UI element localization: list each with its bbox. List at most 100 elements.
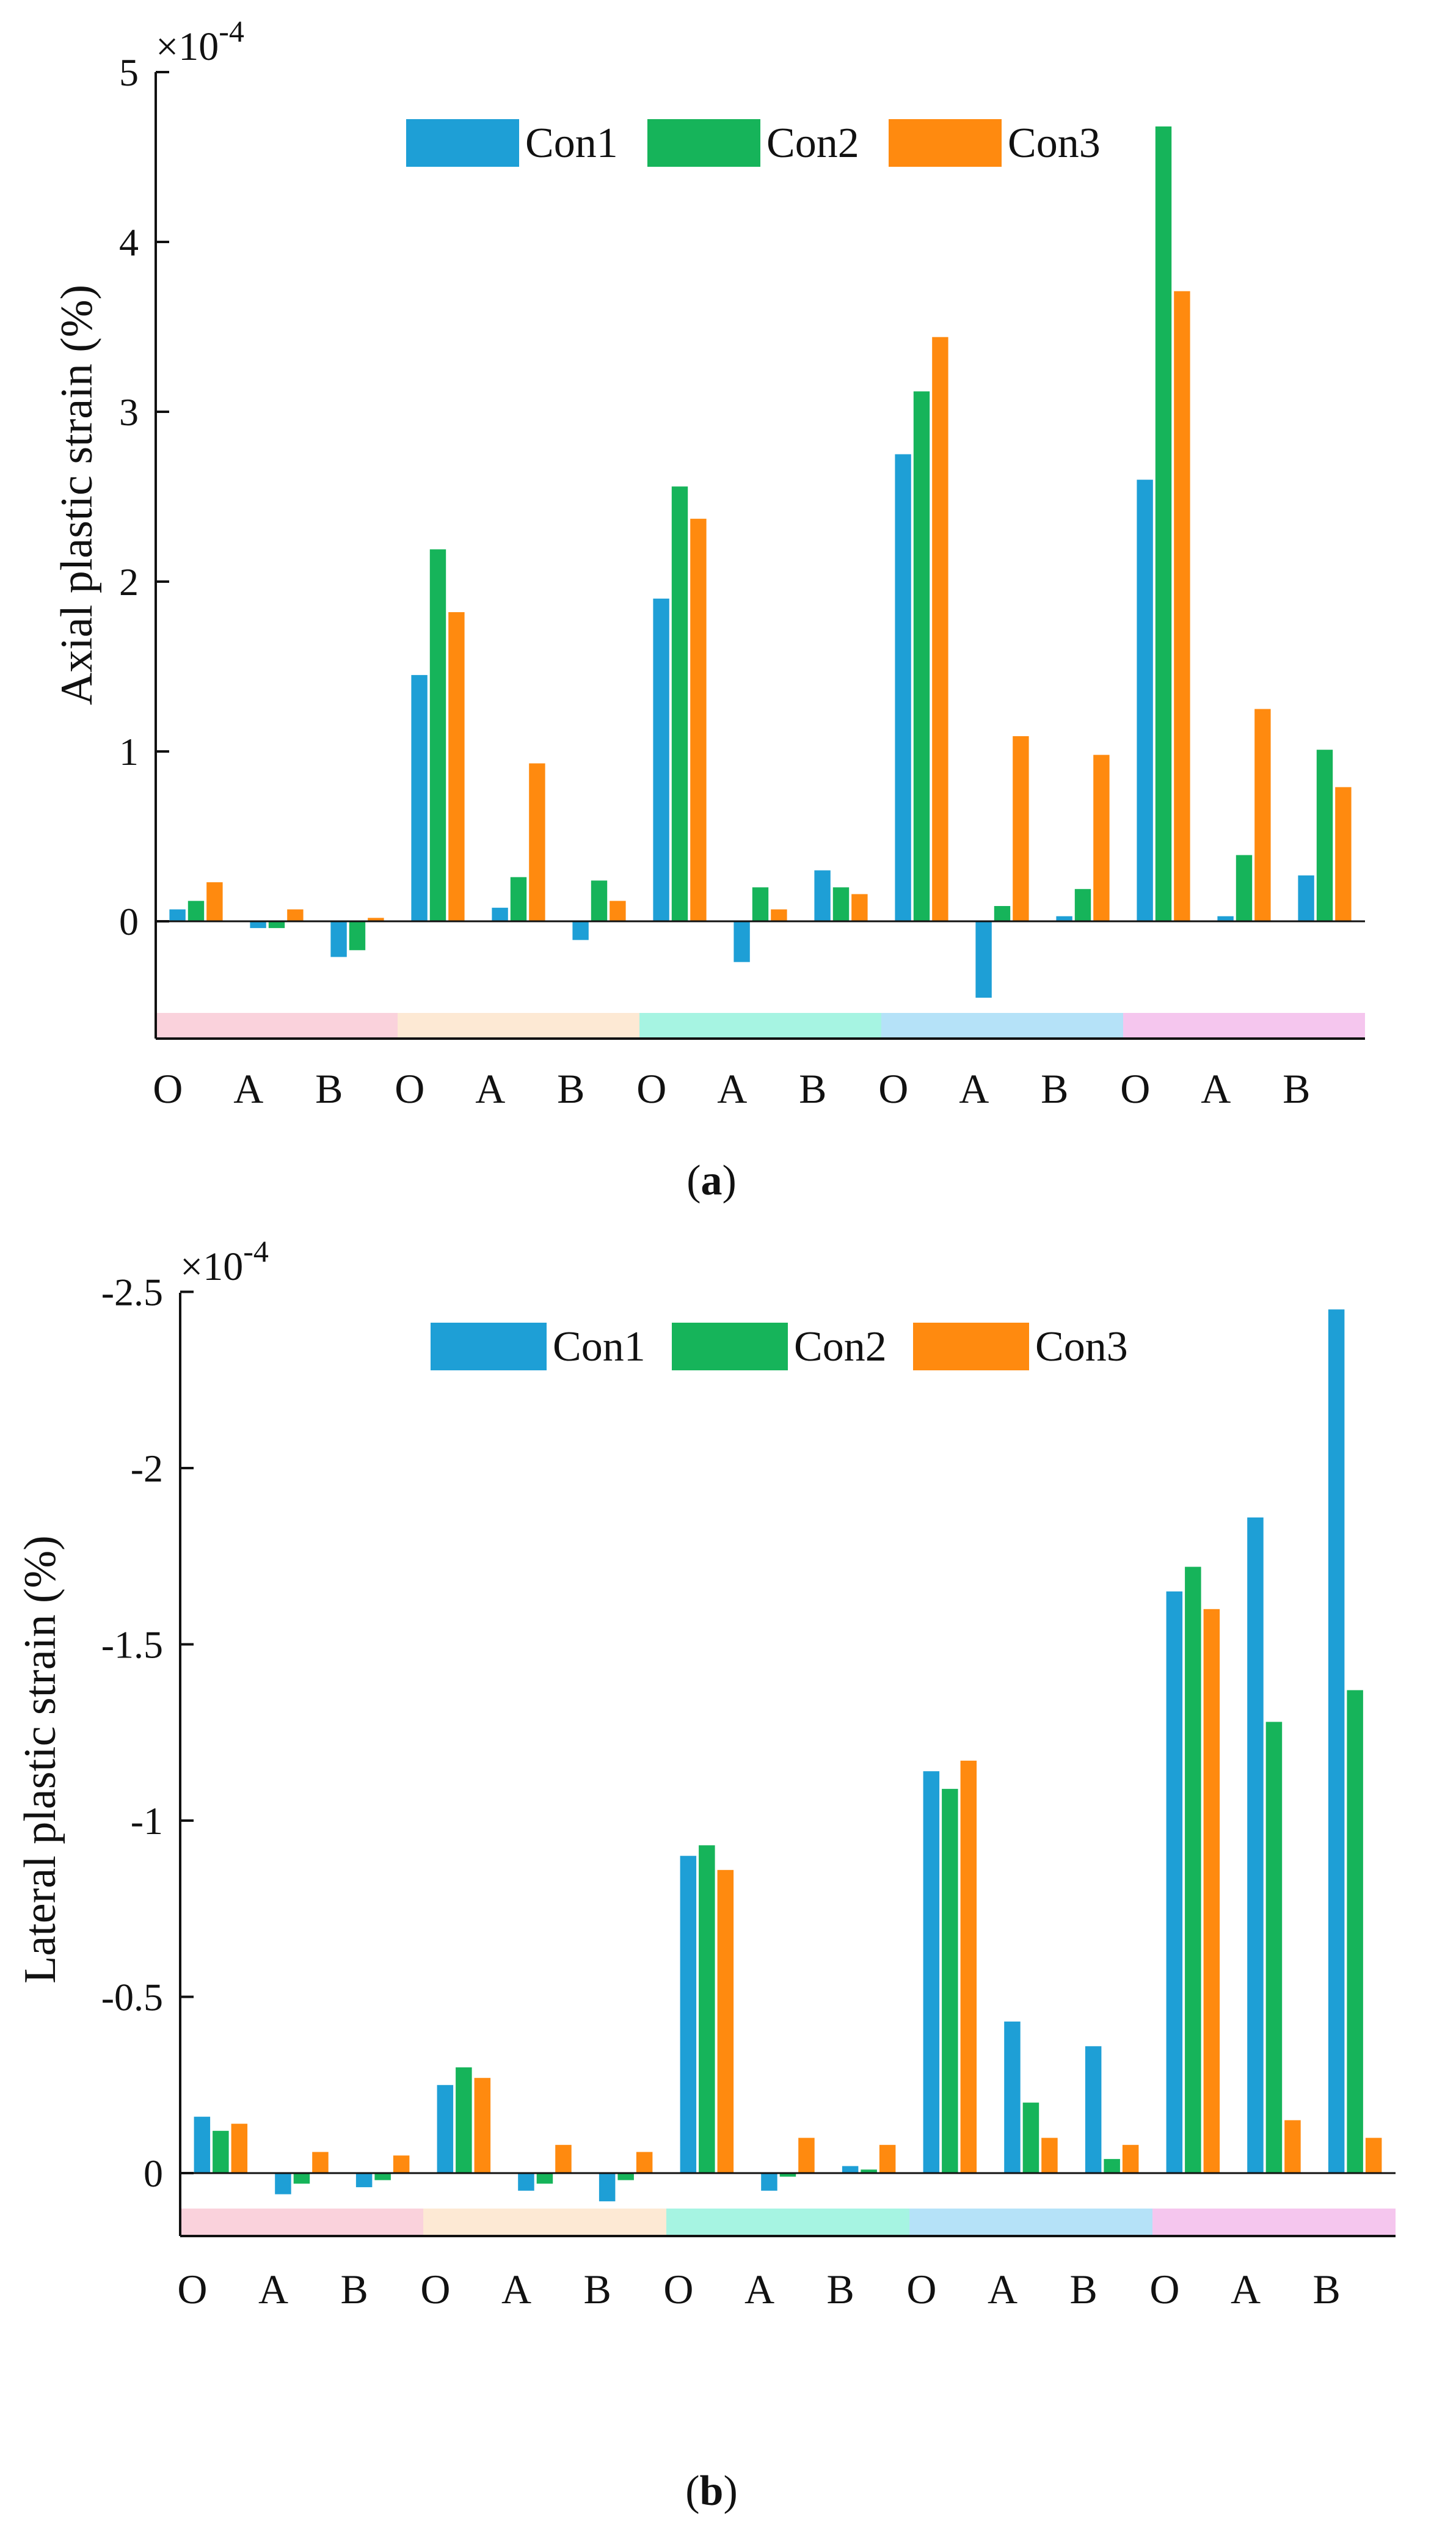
x-category-label: A: [744, 2266, 774, 2312]
y-tick-label: -1: [131, 1799, 163, 1843]
bar-con2-13: [1236, 855, 1253, 921]
bar-con3-1: [312, 2152, 329, 2173]
bar-con2-2: [374, 2173, 391, 2180]
legend-swatch-con3: [889, 119, 1002, 167]
bar-con2-1: [293, 2173, 310, 2184]
bar-con1-12: [1137, 480, 1153, 921]
bar-con1-2: [355, 2173, 373, 2188]
bar-con2-10: [1022, 2102, 1039, 2173]
bar-con3-6: [717, 1869, 734, 2173]
caption-letter: b: [700, 2468, 724, 2515]
bar-con1-7: [761, 2173, 777, 2191]
bar-con1-1: [275, 2173, 291, 2194]
chart-panel-a: 0 1 2 3 4 5 O A B O A B O A B O A B O A B Axial plastic str…: [52, 14, 1365, 1204]
legend-swatch-con1: [406, 119, 519, 167]
bar-con3-4: [529, 763, 545, 921]
group-band: [1123, 1013, 1365, 1039]
bar-con2-6: [699, 1845, 715, 2173]
legend-label-con2: Con2: [794, 1323, 887, 1370]
bar-con1-10: [1004, 2021, 1021, 2173]
bar-con2-1: [268, 921, 285, 929]
bar-con2-4: [536, 2173, 553, 2184]
x-category-label: A: [1201, 1065, 1231, 1112]
x-category-label: O: [1149, 2266, 1179, 2312]
bar-con3-5: [636, 2152, 653, 2173]
bar-con2-2: [349, 921, 366, 951]
x-category-label: B: [827, 2266, 854, 2312]
x-category-label: O: [663, 2266, 693, 2312]
y-tick-label: -2: [131, 1447, 163, 1490]
x-category-label: A: [501, 2266, 531, 2312]
caption-letter: a: [701, 1157, 723, 1204]
group-band: [909, 2209, 1152, 2236]
bar-con1-11: [1085, 2046, 1102, 2173]
bar-con2-0: [187, 901, 205, 921]
legend: Con1 Con2 Con3: [431, 1323, 1128, 1370]
bar-con1-6: [653, 598, 669, 921]
bar-con2-5: [617, 2173, 634, 2180]
bar-con2-0: [213, 2130, 229, 2173]
x-category-label: A: [258, 2266, 288, 2312]
bar-con2-14: [1316, 750, 1333, 921]
bar-con1-5: [599, 2173, 616, 2202]
bar-con1-12: [1166, 1591, 1183, 2173]
bar-con3-11: [1122, 2144, 1139, 2173]
x-category-label: O: [878, 1065, 908, 1112]
bar-con3-2: [368, 918, 384, 921]
x-category-label: B: [1313, 2266, 1341, 2312]
y-tick-label: 4: [119, 221, 139, 264]
x-category-label: O: [906, 2266, 936, 2312]
bar-con1-0: [169, 909, 186, 921]
bar-con2-11: [1074, 889, 1091, 921]
y-tick-label: -2.5: [101, 1271, 163, 1314]
bars: [169, 126, 1352, 998]
bar-con3-14: [1335, 787, 1352, 921]
x-category-label: A: [475, 1065, 505, 1112]
x-category-label: B: [341, 2266, 368, 2312]
bar-con2-10: [994, 906, 1011, 921]
group-band: [156, 1013, 398, 1039]
y-tick-label: 5: [119, 51, 139, 94]
bars: [194, 1309, 1382, 2202]
x-category-label: O: [1120, 1065, 1150, 1112]
legend-swatch-con2: [647, 119, 760, 167]
bar-con1-3: [437, 2085, 454, 2174]
y-tick-label: 1: [119, 730, 139, 773]
x-category-label: A: [717, 1065, 747, 1112]
group-band: [423, 2209, 666, 2236]
exponent-label: ×10-4: [156, 14, 244, 69]
bar-con1-0: [194, 2116, 211, 2173]
group-color-bands: [156, 1013, 1365, 1039]
x-category-label: O: [636, 1065, 666, 1112]
bar-con2-9: [942, 1789, 958, 2173]
x-category-label: O: [153, 1065, 183, 1112]
bar-con3-0: [231, 2124, 248, 2173]
bar-con3-0: [206, 882, 223, 921]
exponent-power: -4: [243, 1234, 269, 1268]
x-category-label: B: [315, 1065, 343, 1112]
y-tick-labels: 0 -0.5 -1 -1.5 -2 -2.5: [101, 1271, 163, 2196]
legend-swatch-con2: [672, 1323, 788, 1370]
y-tick-label: 3: [119, 390, 139, 434]
exponent-label: ×10-4: [180, 1234, 269, 1289]
bar-con2-7: [752, 887, 769, 921]
x-category-label: A: [988, 2266, 1017, 2312]
y-tick-label: -1.5: [101, 1623, 163, 1667]
x-category-label: O: [395, 1065, 424, 1112]
legend-label-con2: Con2: [766, 120, 859, 167]
legend-swatch-con3: [913, 1323, 1029, 1370]
y-axis-label: Axial plastic strain (%): [52, 285, 102, 705]
bar-con2-12: [1155, 126, 1172, 921]
bar-con1-1: [250, 921, 266, 929]
y-tick-label: -0.5: [101, 1976, 163, 2019]
legend-label-con1: Con1: [525, 120, 618, 167]
bar-con1-2: [330, 921, 347, 957]
bar-con3-8: [851, 894, 868, 921]
bar-con3-13: [1284, 2120, 1301, 2173]
bar-con1-8: [814, 870, 831, 921]
bar-con2-9: [913, 391, 930, 921]
group-band: [666, 2209, 909, 2236]
bar-con1-9: [895, 454, 911, 921]
